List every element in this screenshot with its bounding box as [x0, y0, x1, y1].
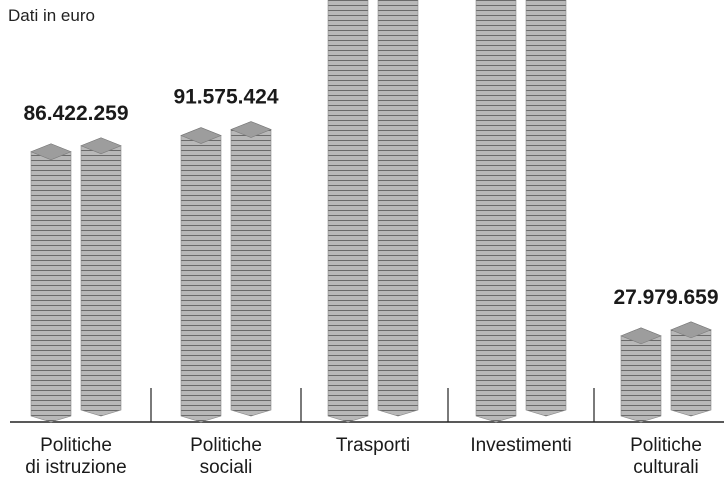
- value-label-1: 91.575.424: [173, 86, 278, 109]
- bar-3: [475, 0, 567, 423]
- category-label-0: Politiche di istruzione: [25, 435, 126, 478]
- bar-0: [30, 137, 122, 423]
- bar-1: [180, 121, 272, 423]
- bar-2: [327, 0, 419, 423]
- category-label-2: Trasporti: [336, 435, 410, 456]
- category-label-1: Politiche sociali: [190, 435, 262, 478]
- category-label-4: Politiche culturali: [630, 435, 702, 478]
- category-label-3: Investimenti: [470, 435, 571, 456]
- value-label-4: 27.979.659: [613, 286, 718, 309]
- unit-note: Dati in euro: [8, 6, 95, 25]
- bar-4: [620, 321, 712, 423]
- value-label-0: 86.422.259: [23, 102, 128, 125]
